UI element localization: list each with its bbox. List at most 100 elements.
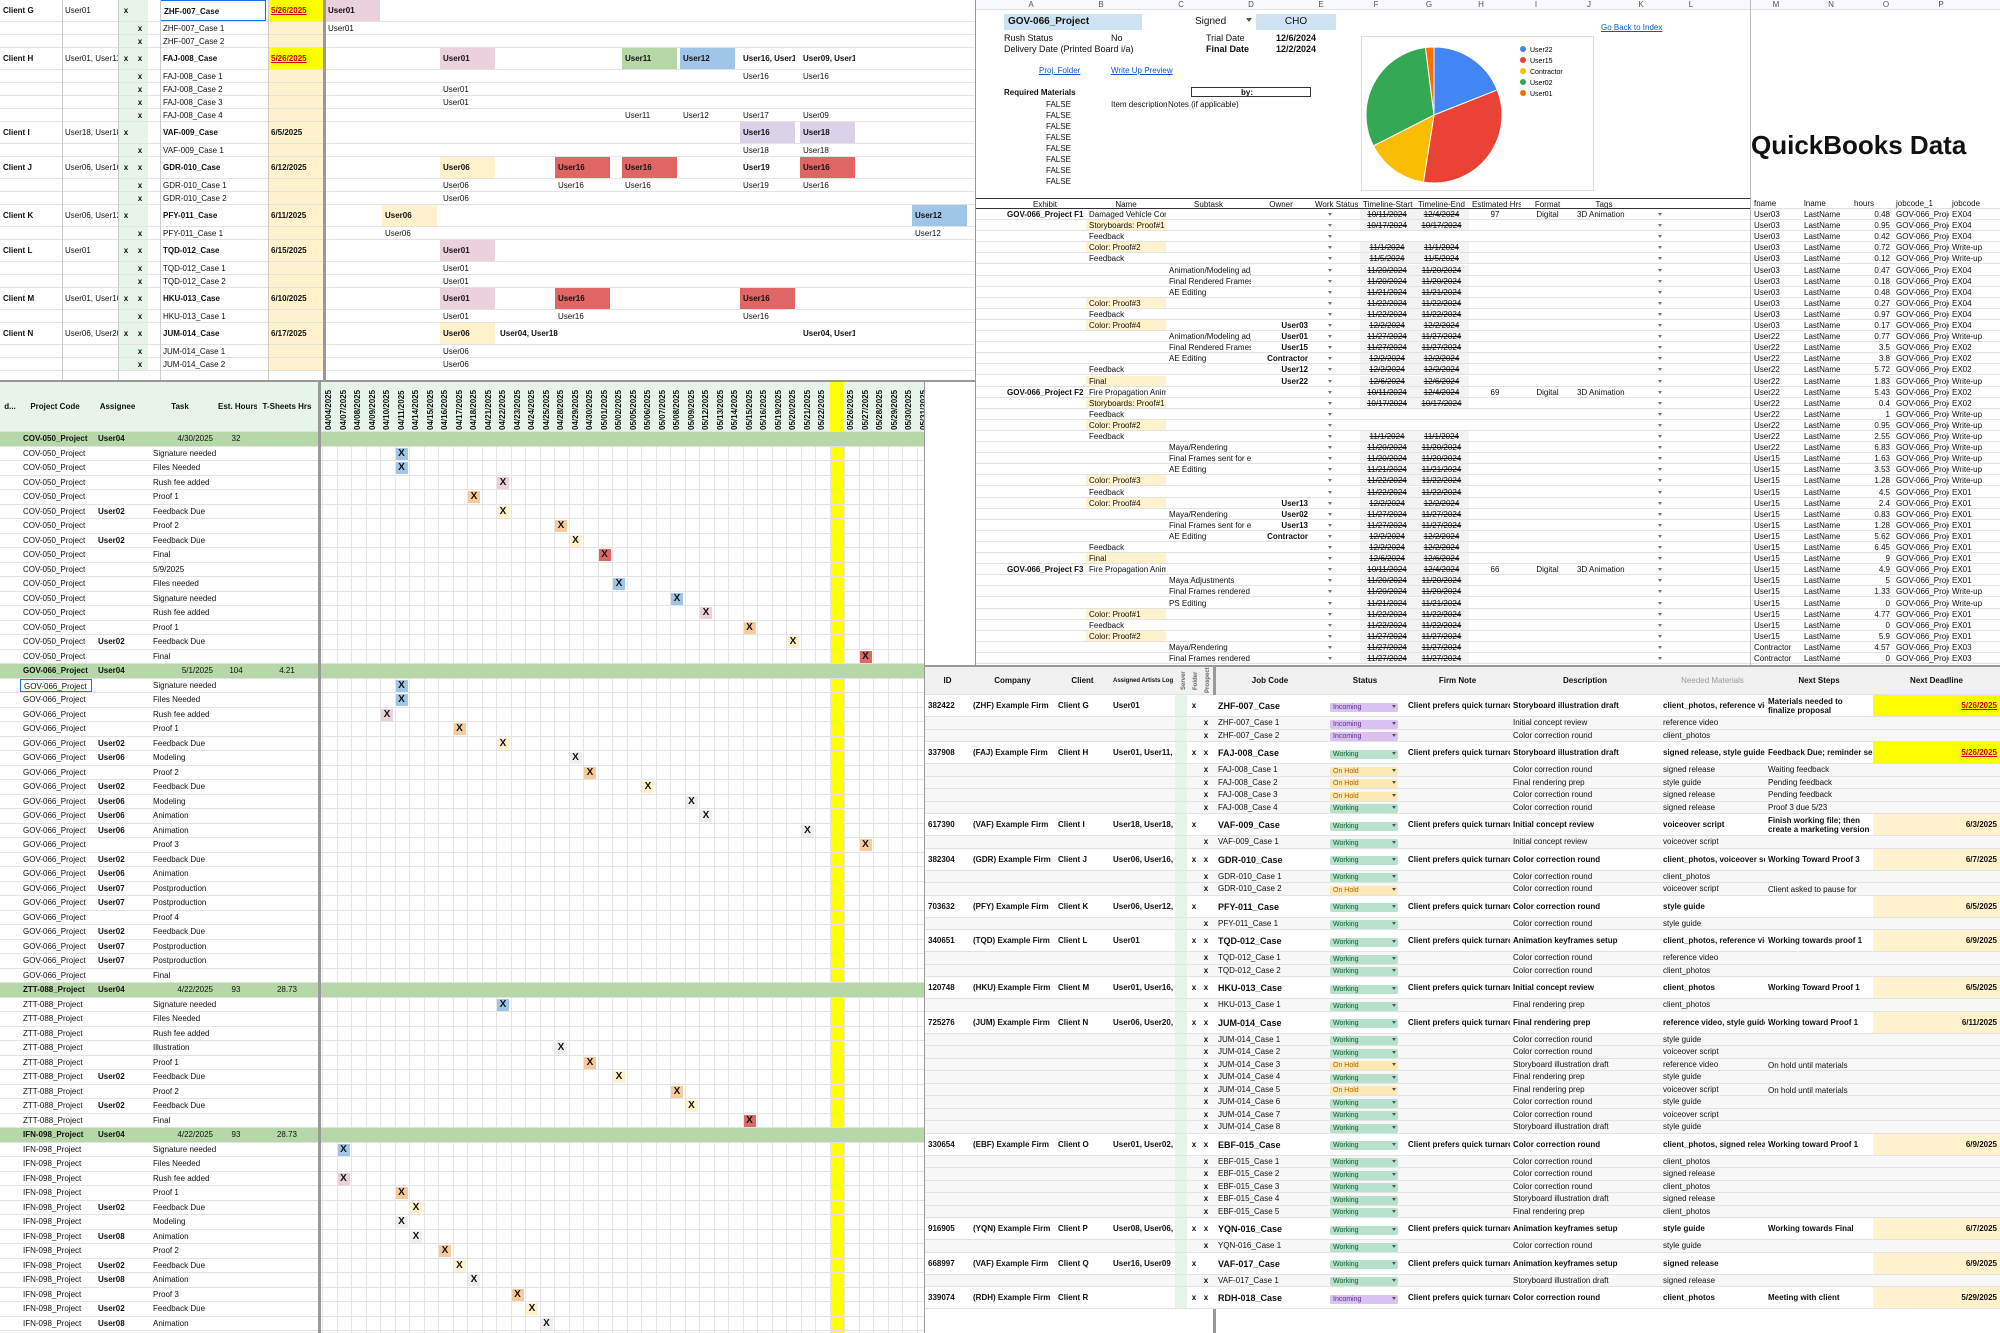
exhibit-name[interactable]: Feedback xyxy=(1089,309,1125,319)
x-mark[interactable]: x xyxy=(1191,936,1197,945)
qb-cell[interactable]: 1 xyxy=(1885,409,1890,419)
dropdown-arrow-icon[interactable] xyxy=(1658,335,1662,339)
task[interactable]: Proof 3 xyxy=(153,840,179,849)
job-code[interactable]: TQD-012_Case 1 xyxy=(1218,953,1281,962)
subtask[interactable]: AE Editing xyxy=(1169,287,1207,297)
subtask[interactable]: Final Frames rendered sent xyxy=(1169,587,1251,597)
x-mark[interactable]: x xyxy=(137,24,143,33)
dropdown-arrow-icon[interactable] xyxy=(1328,435,1332,438)
next-steps[interactable]: On hold until materials received xyxy=(1768,1085,1848,1095)
qb-cell[interactable]: LastName xyxy=(1804,287,1841,297)
format[interactable]: Digital xyxy=(1536,387,1559,397)
dropdown-arrow-icon[interactable] xyxy=(1328,324,1332,327)
status-badge[interactable]: Working xyxy=(1330,1183,1398,1193)
status-dropdown[interactable]: Working xyxy=(1330,937,1398,947)
dropdown-arrow-icon[interactable] xyxy=(1328,612,1332,616)
qb-cell[interactable]: EX01 xyxy=(1952,620,1972,630)
timeline-end[interactable]: 10/17/2024 xyxy=(1414,397,1469,408)
x-marker[interactable]: X xyxy=(613,1071,625,1083)
timeline-end[interactable]: 11/1/2024 xyxy=(1414,242,1469,253)
qb-cell[interactable]: LastName xyxy=(1804,376,1841,386)
dropdown-arrow-icon[interactable] xyxy=(1658,268,1662,272)
exhibit-name[interactable]: Color: Proof#4 xyxy=(1086,497,1166,508)
status-dropdown[interactable]: Working xyxy=(1330,1073,1398,1083)
firm-note[interactable]: Client prefers quick turnaround. xyxy=(1408,701,1510,710)
dropdown-arrow-icon[interactable] xyxy=(1328,501,1332,505)
qb-cell[interactable]: Write-up xyxy=(1952,465,1983,475)
qb-cell[interactable]: User03 xyxy=(1754,298,1780,308)
qb-cell[interactable]: Write-up xyxy=(1952,332,1983,342)
assigned-users[interactable]: User01, User16, xyxy=(65,294,120,303)
qb-cell[interactable]: EX01 xyxy=(1952,565,1972,575)
qb-cell[interactable]: User22 xyxy=(1754,387,1780,397)
subtask[interactable]: Final Frames sent for editing xyxy=(1169,454,1251,464)
qb-cell[interactable]: GOV-066_Project xyxy=(1896,487,1949,497)
column-header[interactable]: Owner xyxy=(1269,200,1293,208)
user-assignment[interactable]: User11 xyxy=(625,111,651,120)
x-mark[interactable]: x xyxy=(123,211,129,220)
dropdown-arrow-icon[interactable] xyxy=(1328,335,1332,339)
project-code[interactable]: GOV-066_Project xyxy=(23,898,86,907)
project-code[interactable]: COV-050_Project xyxy=(23,608,86,617)
column-header[interactable]: Folder xyxy=(1193,671,1199,690)
assignee[interactable]: User04 xyxy=(98,434,125,443)
project-code[interactable]: COV-050_Project xyxy=(23,535,86,545)
timeline-start[interactable]: 11/20/2024 xyxy=(1360,453,1414,464)
x-mark[interactable]: x xyxy=(1203,1059,1209,1069)
qb-cell[interactable]: LastName xyxy=(1804,409,1841,419)
project-code[interactable]: GOV-066_Project xyxy=(23,869,86,878)
status-badge[interactable]: Incoming xyxy=(1330,702,1398,712)
qb-cell[interactable]: GOV-066_Project xyxy=(1896,531,1949,541)
column-header[interactable]: Server xyxy=(1181,671,1187,690)
project-code[interactable]: GOV-066_Project xyxy=(23,709,86,719)
tsheets-hours[interactable]: 4.21 xyxy=(279,666,295,675)
task[interactable]: Postproduction xyxy=(153,941,207,951)
subtask[interactable]: Final Frames sent for editing xyxy=(1169,520,1251,530)
user-assignment[interactable]: User16 xyxy=(803,72,829,81)
description[interactable]: Initial concept review xyxy=(1513,983,1594,992)
needed-materials[interactable]: client_photos, voiceover script xyxy=(1663,854,1765,864)
qb-cell[interactable]: EX01 xyxy=(1952,609,1972,619)
dropdown-arrow-icon[interactable] xyxy=(1328,235,1332,239)
firm-note[interactable]: Client prefers quick turnaround. xyxy=(1408,1258,1510,1268)
dropdown-arrow-icon[interactable] xyxy=(1328,479,1332,483)
status-badge[interactable]: Working xyxy=(1330,1036,1398,1046)
qb-cell[interactable]: GOV-066_Project xyxy=(1896,232,1949,242)
client[interactable]: Client P xyxy=(1058,1224,1088,1233)
job-code[interactable]: PFY-011_Case 1 xyxy=(1218,918,1279,928)
x-mark[interactable]: x xyxy=(1203,1097,1209,1106)
x-mark[interactable]: x xyxy=(1203,983,1209,992)
qb-cell[interactable]: GOV-066_Project xyxy=(1896,432,1949,441)
dropdown-arrow-icon[interactable] xyxy=(1328,468,1332,472)
timeline-end[interactable]: 11/21/2024 xyxy=(1414,464,1469,475)
user-assignment[interactable]: User11 xyxy=(622,48,677,69)
x-marker[interactable]: X xyxy=(569,534,582,547)
job-code[interactable]: VAF-009_Case 1 xyxy=(1218,837,1279,846)
next-steps[interactable]: Materials needed to finalize proposal xyxy=(1768,697,1843,715)
qb-cell[interactable]: EX01 xyxy=(1952,509,1972,519)
case-code[interactable]: ZHF-007_Case 2 xyxy=(163,37,225,46)
qb-cell[interactable]: User15 xyxy=(1754,487,1780,497)
qb-cell[interactable]: EX01 xyxy=(1952,520,1972,530)
column-letter[interactable]: C xyxy=(1178,0,1184,9)
job-code[interactable]: JUM-014_Case 5 xyxy=(1218,1084,1281,1094)
user-assignment[interactable]: User12 xyxy=(912,205,967,226)
case-code[interactable]: PFY-011_Case xyxy=(163,211,218,220)
project-code[interactable]: GOV-066_Project xyxy=(23,883,86,893)
qb-cell[interactable]: User03 xyxy=(1754,243,1780,253)
description[interactable]: Color correction round xyxy=(1513,730,1593,740)
column-header[interactable]: Work Status xyxy=(1315,200,1359,208)
qb-cell[interactable]: LastName xyxy=(1804,387,1841,397)
qb-cell[interactable]: LastName xyxy=(1804,531,1841,541)
job-code[interactable]: GDR-010_Case 2 xyxy=(1218,884,1282,893)
tags[interactable]: 3D Animation xyxy=(1577,565,1625,575)
project-code[interactable]: COV-050_Project xyxy=(23,550,86,559)
next-deadline[interactable]: 6/9/2025 xyxy=(1873,1252,2000,1274)
x-mark[interactable]: x xyxy=(1191,748,1197,757)
column-letter[interactable]: F xyxy=(1373,0,1379,9)
x-mark[interactable]: x xyxy=(1191,854,1197,864)
needed-materials[interactable]: client_photos xyxy=(1663,1156,1711,1166)
qb-cell[interactable]: GOV-066_Project xyxy=(1896,387,1949,397)
user-assignment[interactable]: User16 xyxy=(743,72,769,81)
qb-cell[interactable]: GOV-066_Project xyxy=(1896,321,1949,330)
